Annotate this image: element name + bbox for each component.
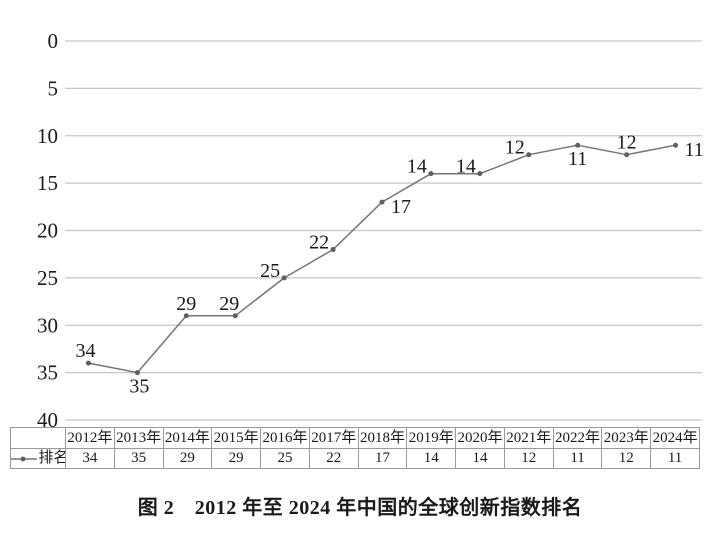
data-point-label: 29	[219, 293, 239, 315]
table-year-header: 2016年	[260, 427, 310, 449]
y-axis-tick-label: 40	[37, 408, 58, 432]
data-point-label: 17	[391, 196, 411, 218]
series-line-marker-icon	[11, 456, 37, 461]
data-point-label: 12	[505, 137, 525, 159]
y-axis-tick-label: 20	[37, 219, 58, 243]
y-axis-tick-label: 15	[37, 171, 58, 195]
table-value-cell: 12	[503, 448, 554, 469]
data-point	[85, 360, 91, 366]
y-axis-tick-label: 10	[37, 124, 58, 148]
table-value-cell: 22	[308, 448, 359, 469]
y-axis-tick-label: 0	[48, 29, 59, 53]
legend-label: 排名	[38, 450, 65, 466]
data-point-label: 11	[685, 139, 704, 161]
table-value-cell: 14	[406, 448, 457, 469]
table-value-cell: 11	[650, 448, 700, 469]
data-point	[134, 370, 140, 376]
data-point-label: 25	[260, 260, 280, 282]
table-year-header: 2018年	[357, 427, 408, 449]
data-point	[526, 152, 532, 158]
table-year-header: 2017年	[308, 427, 359, 449]
table-value-cell: 25	[260, 448, 310, 469]
data-point-label: 12	[617, 132, 637, 154]
table-corner-cell	[10, 427, 66, 449]
y-axis-tick-label: 5	[48, 76, 59, 100]
data-point-label: 29	[176, 293, 196, 315]
table-year-header: 2012年	[65, 427, 115, 449]
data-point	[232, 313, 238, 319]
figure-caption: 图 2 2012 年至 2024 年中国的全球创新指数排名	[137, 497, 583, 519]
table-year-header: 2022年	[552, 427, 603, 449]
table-year-header: 2015年	[211, 427, 262, 449]
y-axis-tick-label: 25	[37, 266, 58, 290]
data-point	[673, 142, 679, 148]
chart-svg: 0 5 10 15 20 25 30 35 40 34 35 29 29 25 22 17 14 14 12 11 12…	[37, 29, 704, 432]
table-value-cell: 17	[357, 448, 408, 469]
y-axis-tick-label: 30	[37, 313, 58, 337]
data-point	[624, 152, 630, 158]
table-year-header: 2020年	[455, 427, 505, 449]
data-point-label: 35	[129, 376, 149, 398]
table-year-header: 2013年	[113, 427, 164, 449]
table-year-header: 2021年	[503, 427, 554, 449]
data-point-label: 14	[407, 156, 427, 178]
data-point	[281, 275, 287, 281]
data-point-label: 11	[568, 148, 587, 170]
data-point	[330, 246, 336, 252]
table-value-cell: 29	[162, 448, 213, 469]
table-value-cell: 29	[211, 448, 262, 469]
data-point-label: 22	[309, 231, 329, 253]
data-table: 2012年 2013年 2014年 2015年 2016年 2017年 2018年 2019年…	[10, 427, 700, 469]
table-value-cell: 35	[113, 448, 164, 469]
data-point-label: 14	[456, 156, 476, 178]
table-year-header: 2014年	[162, 427, 213, 449]
table-value-cell: 14	[455, 448, 505, 469]
table-header-row: 2012年 2013年 2014年 2015年 2016年 2017年 2018年 2019年…	[10, 427, 700, 449]
table-value-cell: 11	[552, 448, 603, 469]
legend-cell: 排名	[10, 448, 66, 469]
table-year-header: 2024年	[650, 427, 700, 449]
data-point	[379, 199, 385, 205]
series-line	[88, 144, 676, 374]
data-point	[477, 171, 483, 177]
table-value-cell: 34	[65, 448, 115, 469]
table-year-header: 2023年	[601, 427, 652, 449]
table-value-cell: 12	[601, 448, 652, 469]
data-point	[575, 142, 581, 148]
data-point	[428, 171, 434, 177]
data-point-label: 34	[75, 340, 95, 362]
y-axis-tick-label: 35	[37, 361, 58, 385]
data-point	[183, 313, 189, 319]
table-year-header: 2019年	[406, 427, 457, 449]
